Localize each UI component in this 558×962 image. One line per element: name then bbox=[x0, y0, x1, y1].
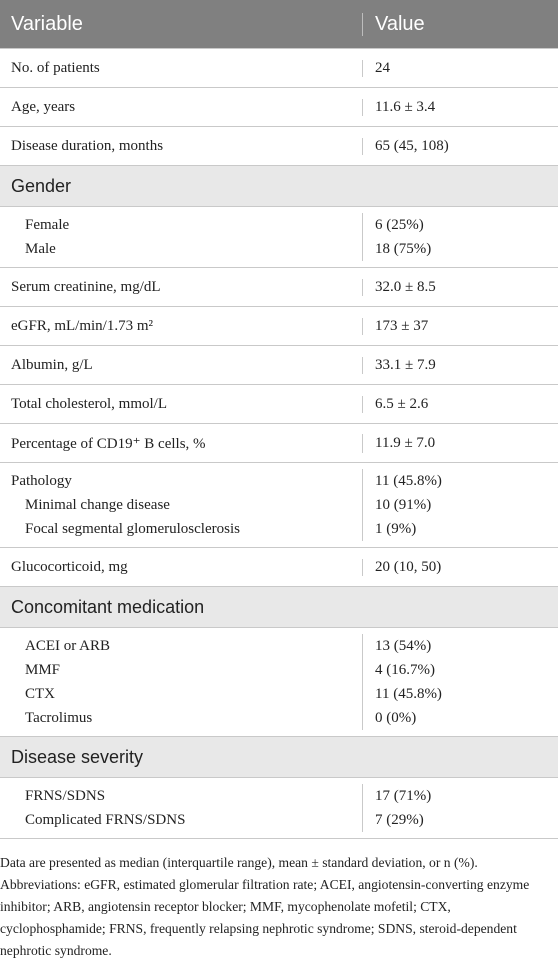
variable-cell: eGFR, mL/min/1.73 m² bbox=[0, 317, 363, 335]
value-text: 0 (0%) bbox=[375, 709, 417, 726]
variable-cell: ACEI or ARB MMF CTX Tacrolimus bbox=[0, 634, 363, 730]
header-row: Variable Value bbox=[0, 0, 558, 48]
section-row: Concomitant medication bbox=[0, 586, 558, 627]
variable-text: Pathology bbox=[11, 472, 72, 489]
value-cell: 33.1 ± 7.9 bbox=[375, 356, 436, 373]
variable-text: Tacrolimus bbox=[25, 709, 93, 726]
header-cell: Variable bbox=[0, 12, 363, 36]
value-cell: 17 (71%) 7 (29%) bbox=[363, 784, 558, 832]
value-cell: 24 bbox=[375, 59, 390, 76]
table-row: Age, years 11.6 ± 3.4 bbox=[0, 87, 558, 126]
variable-text: Complicated FRNS/SDNS bbox=[25, 811, 186, 828]
section-label: Disease severity bbox=[11, 746, 144, 767]
value-text: 10 (91%) bbox=[375, 496, 432, 513]
variable-cell: Albumin, g/L bbox=[0, 356, 363, 374]
value-text: 11 (45.8%) bbox=[375, 472, 442, 489]
value-text: 13 (54%) bbox=[375, 637, 432, 654]
value-text: 6 (25%) bbox=[375, 216, 424, 233]
value-cell: 11.9 ± 7.0 bbox=[375, 434, 436, 451]
footnote: Data are presented as median (interquart… bbox=[0, 855, 530, 958]
value-cell: 32.0 ± 8.5 bbox=[375, 278, 436, 295]
group-row: FRNS/SDNS Complicated FRNS/SDNS 17 (71%) 7 … bbox=[0, 777, 558, 838]
variable-text: Male bbox=[25, 240, 56, 257]
variable-cell: Total cholesterol, mmol/L bbox=[0, 395, 363, 413]
value-text: 17 (71%) bbox=[375, 787, 432, 804]
variable-cell: Age, years bbox=[0, 98, 363, 116]
value-text: 18 (75%) bbox=[375, 240, 432, 257]
table-row: Percentage of CD19⁺ B cells, % 11.9 ± 7.0 bbox=[0, 423, 558, 462]
variable-cell: Female Male bbox=[0, 213, 363, 261]
value-text: 7 (29%) bbox=[375, 811, 424, 828]
table-row: No. of patients 24 bbox=[0, 48, 558, 87]
variable-text: Female bbox=[25, 216, 70, 233]
value-cell: 11.6 ± 3.4 bbox=[375, 98, 436, 115]
variable-text: FRNS/SDNS bbox=[25, 787, 106, 804]
table-row: eGFR, mL/min/1.73 m² 173 ± 37 bbox=[0, 306, 558, 345]
value-text: 1 (9%) bbox=[375, 520, 417, 537]
variable-cell: Serum creatinine, mg/dL bbox=[0, 278, 363, 296]
table-row: Albumin, g/L 33.1 ± 7.9 bbox=[0, 345, 558, 384]
value-text: 4 (16.7%) bbox=[375, 661, 435, 678]
variable-text: Focal segmental glomerulosclerosis bbox=[25, 520, 240, 537]
section-row: Disease severity bbox=[0, 736, 558, 777]
table: Variable Value No. of patients 24 Age, years… bbox=[0, 0, 558, 839]
variable-cell: Percentage of CD19⁺ B cells, % bbox=[0, 433, 363, 453]
variable-text: MMF bbox=[25, 661, 61, 678]
value-cell: 20 (10, 50) bbox=[375, 558, 442, 575]
variable-text: Minimal change disease bbox=[25, 496, 170, 513]
value-cell: 6.5 ± 2.6 bbox=[375, 395, 429, 412]
value-cell: 6 (25%) 18 (75%) bbox=[363, 213, 558, 261]
table-row: Disease duration, months 65 (45, 108) bbox=[0, 126, 558, 165]
variable-cell: No. of patients bbox=[0, 59, 363, 77]
table-row: Total cholesterol, mmol/L 6.5 ± 2.6 bbox=[0, 384, 558, 423]
group-row: ACEI or ARB MMF CTX Tacrolimus 13 (54%) 4 (16… bbox=[0, 627, 558, 736]
variable-text: CTX bbox=[25, 685, 55, 702]
section-label: Gender bbox=[11, 175, 72, 196]
value-cell: 173 ± 37 bbox=[375, 317, 429, 334]
header-cell: Value bbox=[375, 12, 425, 35]
variable-cell: Disease duration, months bbox=[0, 137, 363, 155]
value-text: 11 (45.8%) bbox=[375, 685, 442, 702]
table-row: Serum creatinine, mg/dL 32.0 ± 8.5 bbox=[0, 267, 558, 306]
group-row: Female Male 6 (25%) 18 (75%) bbox=[0, 206, 558, 267]
group-row: Pathology Minimal change disease Focal seg… bbox=[0, 462, 558, 547]
table-row: Glucocorticoid, mg 20 (10, 50) bbox=[0, 547, 558, 586]
variable-cell: Glucocorticoid, mg bbox=[0, 558, 363, 576]
value-cell: 65 (45, 108) bbox=[375, 137, 449, 154]
variable-cell: FRNS/SDNS Complicated FRNS/SDNS bbox=[0, 784, 363, 832]
section-label: Concomitant medication bbox=[11, 596, 205, 617]
variable-text: ACEI or ARB bbox=[25, 637, 111, 654]
value-cell: 11 (45.8%) 10 (91%) 1 (9%) bbox=[363, 469, 558, 541]
section-row: Gender bbox=[0, 165, 558, 206]
value-cell: 13 (54%) 4 (16.7%) 11 (45.8%) 0 (0%) bbox=[363, 634, 558, 730]
variable-cell: Pathology Minimal change disease Focal seg… bbox=[0, 469, 363, 541]
